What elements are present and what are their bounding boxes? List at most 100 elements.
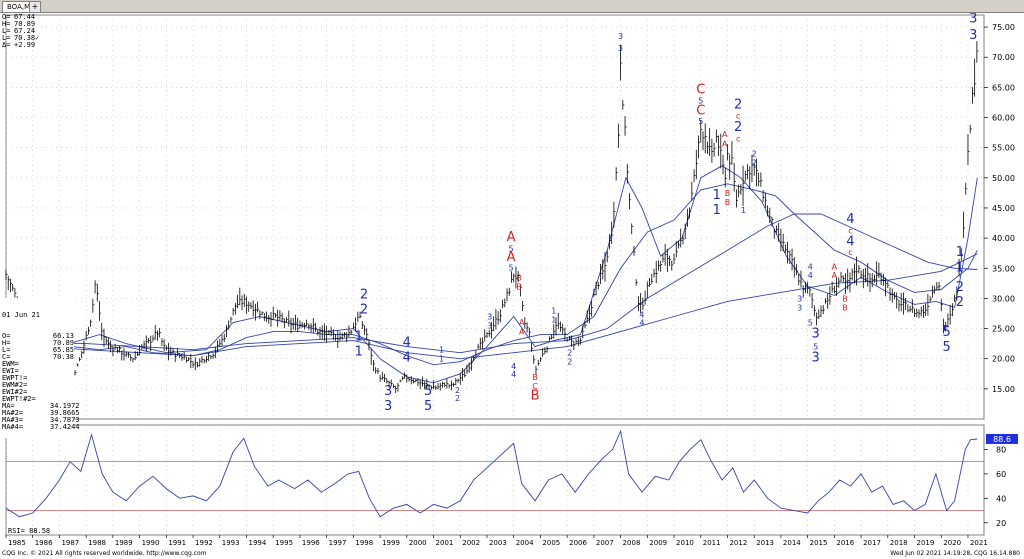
price-bar xyxy=(876,261,879,286)
price-bar xyxy=(426,378,429,389)
year-tick-label: 2004 xyxy=(516,539,534,547)
price-bar xyxy=(675,241,678,258)
price-tick-label: 40.00 xyxy=(992,234,1015,243)
price-bar xyxy=(644,290,647,305)
price-bar xyxy=(606,250,609,263)
price-bar xyxy=(660,261,663,272)
price-bar xyxy=(967,134,970,165)
price-bar xyxy=(161,338,164,346)
wave-label: A xyxy=(722,130,728,139)
price-bar xyxy=(635,279,638,286)
price-bar xyxy=(455,377,458,386)
rsi-pane-frame xyxy=(5,424,985,536)
price-bar xyxy=(776,225,779,234)
price-bar xyxy=(228,320,231,330)
price-bar xyxy=(871,273,874,288)
price-bar xyxy=(764,192,767,209)
price-bar xyxy=(573,340,576,351)
price-bar xyxy=(747,164,750,180)
study-value-row-value xyxy=(50,375,74,382)
year-tick-label: 2019 xyxy=(917,539,935,547)
price-bar xyxy=(341,332,344,340)
price-bar xyxy=(756,158,759,187)
wave-label: 3 xyxy=(487,313,492,322)
year-tick-label: 1996 xyxy=(302,539,320,547)
price-bar xyxy=(190,354,193,369)
price-bar xyxy=(299,320,302,329)
wave-label: 2 xyxy=(956,280,964,295)
price-bar xyxy=(664,243,667,266)
price-bar xyxy=(597,282,600,290)
price-bar xyxy=(557,313,560,330)
price-bar xyxy=(617,123,620,149)
price-tick-label: 20.00 xyxy=(992,355,1015,364)
price-bar xyxy=(666,248,669,272)
price-bar xyxy=(206,356,209,363)
year-tick-label: 2018 xyxy=(890,539,908,547)
price-bar xyxy=(927,293,930,316)
price-tick-label: 15.00 xyxy=(992,385,1015,394)
study-value-row-key: EWM#2= xyxy=(2,381,28,389)
wave-label: A xyxy=(832,271,838,280)
price-bar xyxy=(782,233,785,252)
price-bar xyxy=(139,345,142,356)
price-bar xyxy=(5,269,8,280)
price-bar xyxy=(945,321,948,332)
price-bar xyxy=(965,182,968,195)
study-value-row: MA#3= 34.7873 xyxy=(2,416,80,424)
price-bar xyxy=(326,325,329,343)
price-bar xyxy=(589,304,592,324)
price-bar xyxy=(181,353,184,361)
add-tab-button[interactable]: + xyxy=(29,1,41,13)
price-bar xyxy=(731,141,734,165)
price-bar xyxy=(684,223,687,239)
price-bar xyxy=(210,354,213,360)
study-value-row-key: MA#3= xyxy=(2,416,24,424)
price-bar xyxy=(502,299,505,309)
price-bar xyxy=(546,346,549,353)
price-bar xyxy=(969,124,972,134)
year-tick-label: 2011 xyxy=(703,539,721,547)
price-bar xyxy=(769,207,772,223)
study-value-row: EWM= xyxy=(2,361,74,368)
price-bar xyxy=(869,273,872,292)
study-value-row: C= 70.38 xyxy=(2,354,74,361)
wave-label: 3 xyxy=(812,351,820,366)
wave-label: 1 xyxy=(956,245,964,260)
price-bar xyxy=(257,301,260,313)
price-tick-label: 60.00 xyxy=(992,114,1015,123)
study-value-row-value: 37.4244 xyxy=(50,423,80,431)
price-bar xyxy=(840,272,843,282)
price-bar xyxy=(462,367,465,382)
study-value-row-key: EWPT!#2= xyxy=(2,395,36,403)
price-bar xyxy=(642,297,645,310)
study-value-row-value: 70.38 xyxy=(52,353,74,361)
rsi-readout: RSI= 88.58 xyxy=(8,527,50,535)
top-ohlc-row-key: Δ= xyxy=(2,41,11,49)
price-bar xyxy=(350,329,353,335)
price-bar xyxy=(177,348,180,356)
rsi-line xyxy=(5,429,978,518)
price-bar xyxy=(252,300,255,317)
price-bar xyxy=(488,330,491,337)
price-bar xyxy=(183,351,186,360)
price-bar xyxy=(123,348,126,361)
price-bar xyxy=(671,260,674,271)
wave-label: B xyxy=(516,273,522,282)
price-bar xyxy=(566,337,569,342)
year-tick-label: 2010 xyxy=(676,539,694,547)
price-bar xyxy=(811,293,814,309)
price-bar xyxy=(163,339,166,352)
top-ohlc-row: O= 67.44 xyxy=(2,14,39,21)
price-bar xyxy=(918,309,921,319)
price-bar xyxy=(92,299,95,313)
wave-label: A xyxy=(507,250,516,265)
price-bar xyxy=(339,331,342,341)
price-bar xyxy=(272,306,275,320)
price-bar xyxy=(528,327,531,337)
price-bar xyxy=(373,360,376,372)
price-bar xyxy=(406,374,409,383)
wave-label: 3 xyxy=(384,384,392,399)
price-bar xyxy=(348,325,351,337)
